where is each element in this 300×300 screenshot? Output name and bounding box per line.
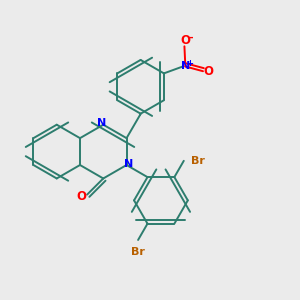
Text: N: N: [97, 118, 106, 128]
Text: O: O: [204, 65, 214, 78]
Text: Br: Br: [191, 156, 205, 166]
Text: N: N: [124, 159, 133, 170]
Text: -: -: [188, 32, 193, 43]
Text: +: +: [186, 59, 193, 68]
Text: N: N: [181, 61, 190, 71]
Text: Br: Br: [131, 247, 145, 257]
Text: O: O: [76, 190, 86, 203]
Text: O: O: [180, 34, 190, 47]
